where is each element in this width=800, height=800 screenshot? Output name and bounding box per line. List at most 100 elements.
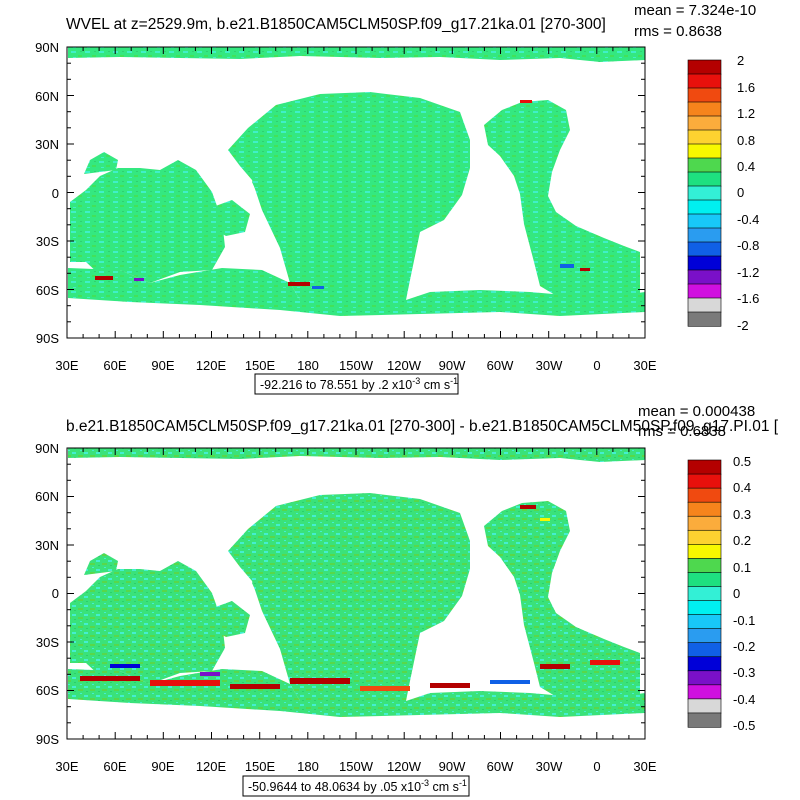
colorbar-label: 0.4 bbox=[737, 159, 755, 174]
lat-label: 60N bbox=[35, 489, 59, 504]
colorbar-swatch bbox=[687, 255, 722, 271]
colorbar-swatch bbox=[687, 143, 722, 159]
panel-2-rms: rms = 0.6838 bbox=[638, 423, 726, 440]
range-label-tail-exp: -1 bbox=[450, 376, 458, 386]
colorbar-label: -0.5 bbox=[733, 718, 755, 733]
panel-2-lat-labels: 90N 60N 30N 0 30S 60S 90S bbox=[35, 441, 59, 747]
range-label-main: -92.216 to 78.551 by .2 x10 bbox=[260, 378, 412, 392]
lat-label: 30S bbox=[36, 234, 59, 249]
colorbar-swatch bbox=[687, 73, 722, 89]
colorbar-swatch bbox=[687, 600, 722, 616]
colorbar-label: -0.8 bbox=[737, 238, 759, 253]
colorbar-swatch bbox=[687, 227, 722, 243]
panel-1-title: WVEL at z=2529.9m, b.e21.B1850CAM5CLM50S… bbox=[66, 16, 606, 33]
colorbar-swatch bbox=[687, 515, 722, 531]
colorbar-swatch bbox=[687, 698, 722, 714]
colorbar-label: -0.2 bbox=[733, 639, 755, 654]
panel-1-range-box: -92.216 to 78.551 by .2 x10-3 cm s-1 bbox=[254, 373, 459, 395]
colorbar-label: 0.8 bbox=[737, 133, 755, 148]
lon-label: 60W bbox=[487, 759, 514, 774]
lon-label: 0 bbox=[593, 759, 600, 774]
colorbar-label: 1.2 bbox=[737, 106, 755, 121]
lat-label: 60N bbox=[35, 89, 59, 104]
colorbar-swatch bbox=[687, 642, 722, 658]
lon-label: 180 bbox=[297, 358, 319, 373]
lon-label: 120E bbox=[196, 358, 227, 373]
panel-1-extremes bbox=[95, 100, 590, 289]
colorbar-swatch bbox=[687, 473, 722, 489]
lat-label: 30N bbox=[35, 538, 59, 553]
colorbar-swatch bbox=[687, 129, 722, 145]
lon-label: 30E bbox=[55, 358, 78, 373]
colorbar-swatch bbox=[687, 87, 722, 103]
panel-2-map bbox=[66, 447, 646, 740]
panel-2-lon-grid bbox=[66, 448, 646, 739]
colorbar-swatch bbox=[687, 572, 722, 588]
range-label-exp: -3 bbox=[412, 376, 420, 386]
colorbar-swatch bbox=[687, 656, 722, 672]
lat-label: 60S bbox=[36, 683, 59, 698]
lon-label: 30W bbox=[536, 759, 563, 774]
lat-label: 60S bbox=[36, 283, 59, 298]
colorbar-label: 0.4 bbox=[733, 480, 751, 495]
colorbar-label: 0.2 bbox=[733, 533, 751, 548]
colorbar-label: 1.6 bbox=[737, 80, 755, 95]
colorbar-swatch bbox=[687, 59, 722, 75]
colorbar-swatch bbox=[687, 101, 722, 117]
lon-label: 60E bbox=[103, 358, 126, 373]
panel-1: WVEL at z=2529.9m, b.e21.B1850CAM5CLM50S… bbox=[35, 2, 759, 395]
colorbar-swatch bbox=[687, 459, 722, 475]
panel-1-rms: rms = 0.8638 bbox=[634, 23, 722, 40]
colorbar-swatch bbox=[687, 241, 722, 257]
colorbar-label: -1.2 bbox=[737, 265, 759, 280]
range-label-main: -50.9644 to 48.0634 by .05 x10 bbox=[248, 780, 421, 794]
colorbar-swatch bbox=[687, 199, 722, 215]
lon-label: 60W bbox=[487, 358, 514, 373]
lon-label: 150W bbox=[339, 358, 374, 373]
svg-text:-92.216 to 78.551 by .2 x10-3: -92.216 to 78.551 by .2 x10-3 cm s-1 bbox=[260, 376, 458, 392]
panel-1-lat-labels: 90N 60N 30N 0 30S 60S 90S bbox=[35, 40, 59, 346]
panel-1-colorbar-labels: 2 1.6 1.2 0.8 0.4 0 -0.4 -0.8 -1.2 -1.6 … bbox=[737, 53, 759, 333]
lon-label: 150W bbox=[339, 759, 374, 774]
range-label-tail: cm s bbox=[429, 780, 459, 794]
lat-label: 90N bbox=[35, 40, 59, 55]
panel-1-mean: mean = 7.324e-10 bbox=[634, 2, 756, 19]
colorbar-swatch bbox=[687, 628, 722, 644]
colorbar-swatch bbox=[687, 586, 722, 602]
panel-2: b.e21.B1850CAM5CLM50SP.f09_g17.21ka.01 [… bbox=[35, 403, 779, 797]
panel-1-lon-labels: 30E 60E 90E 120E 150E 180 150W 120W 90W … bbox=[55, 358, 656, 373]
colorbar-label: -2 bbox=[737, 318, 749, 333]
lon-label: 0 bbox=[593, 358, 600, 373]
colorbar-label: 0.5 bbox=[733, 454, 751, 469]
range-label-tail: cm s bbox=[420, 378, 450, 392]
lat-label: 0 bbox=[52, 586, 59, 601]
lon-label: 30E bbox=[55, 759, 78, 774]
colorbar-label: -0.4 bbox=[733, 692, 755, 707]
lon-label: 60E bbox=[103, 759, 126, 774]
lon-label: 30E bbox=[633, 358, 656, 373]
panel-2-lat-grid bbox=[67, 447, 645, 740]
lon-label: 150E bbox=[245, 358, 276, 373]
colorbar-swatch bbox=[687, 171, 722, 187]
lon-label: 90W bbox=[439, 358, 466, 373]
lon-label: 90E bbox=[151, 358, 174, 373]
colorbar-label: 0.1 bbox=[733, 560, 751, 575]
colorbar-label: 2 bbox=[737, 53, 744, 68]
panel-2-lon-labels: 30E 60E 90E 120E 150E 180 150W 120W 90W … bbox=[55, 759, 656, 774]
colorbar-swatch bbox=[687, 670, 722, 686]
colorbar-swatch bbox=[687, 544, 722, 559]
colorbar-swatch bbox=[687, 529, 722, 545]
colorbar-swatch bbox=[687, 712, 722, 728]
lat-label: 90S bbox=[36, 732, 59, 747]
colorbar-swatch bbox=[687, 283, 722, 299]
colorbar-label: -1.6 bbox=[737, 291, 759, 306]
lat-label: 0 bbox=[52, 186, 59, 201]
colorbar-swatch bbox=[687, 185, 722, 201]
colorbar-swatch bbox=[687, 487, 722, 503]
colorbar-swatch bbox=[687, 213, 722, 229]
lon-label: 120W bbox=[387, 759, 422, 774]
colorbar-swatch bbox=[687, 558, 722, 574]
colorbar-label: 0.3 bbox=[733, 507, 751, 522]
colorbar-label: 0 bbox=[737, 185, 744, 200]
